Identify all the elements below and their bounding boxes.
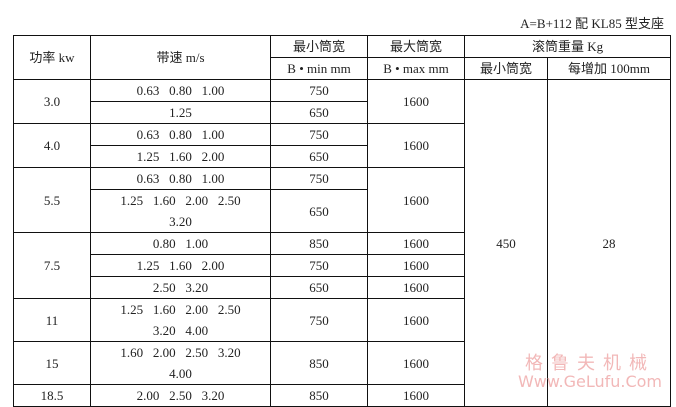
watermark-en: Www.GeLufu.Com [517, 372, 662, 391]
speed-cell: 1.25 1.60 2.00 [90, 145, 271, 168]
table-note: A=B+112 配 KL85 型支座 [520, 16, 664, 31]
max-width-cell: 1600 [367, 123, 465, 168]
max-width-cell: 1600 [367, 384, 465, 407]
max-width-cell: 1600 [367, 232, 465, 255]
speed-cell: 0.63 0.80 1.00 [90, 167, 271, 190]
speed-line: 1.25 1.60 2.00 2.50 [120, 302, 241, 317]
power-cell: 18.5 [13, 384, 91, 407]
table-row: 3.0 0.63 0.80 1.00 750 1600 450 28 [13, 79, 672, 407]
min-width-cell: 750 [270, 79, 368, 102]
speed-line: 1.25 1.60 2.00 [136, 149, 225, 164]
header-max-width-unit: B • max mm [367, 57, 465, 80]
speed-line: 1.25 1.60 2.00 2.50 [120, 193, 241, 208]
power-cell: 7.5 [13, 232, 91, 299]
max-width-cell: 1600 [367, 167, 465, 233]
speed-cell: 1.25 1.60 2.00 2.50 3.20 4.00 [90, 298, 271, 342]
power-cell: 3.0 [13, 79, 91, 124]
header-min-width-unit: B • min mm [270, 57, 368, 80]
min-width-cell: 650 [270, 276, 368, 299]
speed-line: 1.25 [169, 105, 192, 120]
speed-line: 3.20 [169, 214, 192, 229]
header-min-width: 最小筒宽 [270, 35, 368, 58]
power-cell: 11 [13, 298, 91, 342]
speed-cell: 1.25 1.60 2.00 [90, 254, 271, 277]
header-weight: 滚筒重量 Kg [463, 35, 672, 58]
header-speed: 带速 m/s [90, 35, 271, 80]
min-width-cell: 850 [270, 232, 368, 255]
header-power: 功率 kw [13, 35, 91, 80]
header-weight-min: 最小筒宽 [464, 57, 548, 80]
speed-cell: 0.80 1.00 [90, 232, 271, 255]
min-width-cell: 750 [270, 254, 368, 277]
speed-cell: 2.50 3.20 [90, 276, 271, 299]
speed-line: 2.50 3.20 [152, 280, 209, 295]
speed-line: 0.63 0.80 1.00 [136, 83, 225, 98]
max-width-cell: 1600 [367, 298, 465, 342]
power-cell: 5.5 [13, 167, 91, 233]
speed-cell: 1.25 1.60 2.00 2.50 3.20 [90, 189, 271, 233]
speed-line: 3.20 4.00 [152, 323, 209, 338]
table-row: 4.0 0.63 0.80 1.00 750 1600 [13, 123, 671, 168]
speed-line: 0.80 1.00 [152, 236, 209, 251]
max-width-cell: 1600 [367, 79, 465, 124]
min-width-cell: 650 [270, 145, 368, 168]
speed-cell: 0.63 0.80 1.00 [90, 79, 271, 102]
weight-per100-cell: 28 [546, 79, 672, 407]
header-weight-per100: 每增加 100mm [546, 57, 672, 80]
max-width-cell: 1600 [367, 276, 465, 299]
watermark: 格鲁夫机械 Www.GeLufu.Com [518, 355, 662, 391]
speed-cell: 0.63 0.80 1.00 [90, 123, 271, 146]
roller-spec-table: 功率 kw 带速 m/s 最小筒宽 最大筒宽 滚筒重量 Kg B • min m… [13, 35, 672, 407]
speed-cell: 1.25 [90, 101, 271, 124]
power-cell: 4.0 [13, 123, 91, 168]
min-width-cell: 750 [270, 123, 368, 146]
min-width-cell: 750 [270, 167, 368, 190]
min-width-cell: 850 [270, 341, 368, 385]
watermark-cn: 格鲁夫机械 [524, 353, 655, 374]
max-width-cell: 1600 [367, 341, 465, 385]
speed-line: 2.00 2.50 3.20 [136, 388, 225, 403]
speed-line: 0.63 0.80 1.00 [136, 171, 225, 186]
power-cell: 15 [13, 341, 91, 385]
min-width-cell: 650 [270, 101, 368, 124]
speed-cell: 1.60 2.00 2.50 3.20 4.00 [90, 341, 271, 385]
min-width-cell: 650 [270, 189, 368, 233]
min-width-cell: 750 [270, 298, 368, 342]
speed-line: 1.60 2.00 2.50 3.20 [120, 345, 241, 360]
table-row: 7.5 0.80 1.00 850 1600 [13, 232, 671, 299]
weight-min-cell: 450 [464, 79, 548, 407]
speed-line: 0.63 0.80 1.00 [136, 127, 225, 142]
header-max-width: 最大筒宽 [367, 35, 465, 58]
min-width-cell: 850 [270, 384, 368, 407]
speed-cell: 2.00 2.50 3.20 [90, 384, 271, 407]
table-row: 5.5 0.63 0.80 1.00 750 1600 [13, 167, 671, 233]
max-width-cell: 1600 [367, 254, 465, 277]
speed-line: 4.00 [169, 366, 192, 381]
speed-line: 1.25 1.60 2.00 [136, 258, 225, 273]
